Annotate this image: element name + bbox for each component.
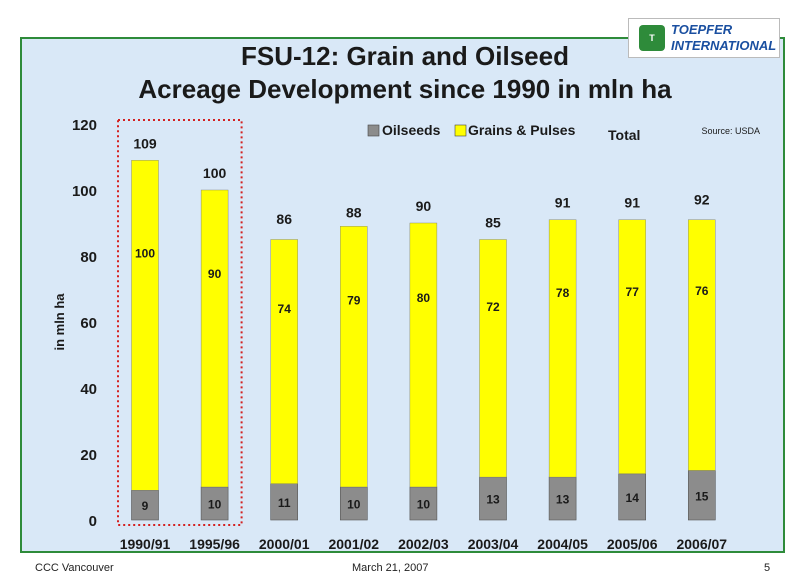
bar-grains-pulses: [479, 239, 507, 478]
grains-value-label: 90: [208, 267, 222, 281]
y-tick-label: 80: [80, 249, 97, 266]
grains-value-label: 78: [556, 286, 570, 300]
oilseeds-value-label: 11: [278, 496, 291, 510]
logo-line-2: INTERNATIONAL: [671, 38, 777, 53]
bar-grains-pulses: [340, 226, 368, 488]
bar-grains-pulses: [548, 219, 577, 478]
y-tick-label: 120: [72, 117, 97, 134]
x-tick-label: 2004/05: [537, 536, 588, 552]
legend-swatch-grains: [454, 124, 467, 137]
bar-oilseeds: [409, 486, 438, 521]
total-value-label: 86: [276, 211, 292, 227]
bar-oilseeds: [339, 486, 368, 521]
y-tick-label: 40: [80, 381, 97, 398]
oilseeds-value-label: 10: [417, 498, 431, 512]
logo-line-1: TOEPFER: [671, 22, 733, 37]
total-value-label: 91: [624, 195, 640, 211]
total-value-label: 91: [555, 195, 571, 211]
bar-oilseeds: [687, 470, 716, 521]
y-tick-label: 60: [80, 315, 97, 332]
oilseeds-value-label: 14: [626, 491, 640, 505]
legend-swatch-oilseeds: [367, 124, 380, 137]
total-value-label: 88: [346, 205, 362, 221]
x-tick-label: 1995/96: [189, 536, 240, 552]
highlight-box: [117, 119, 243, 526]
bar-oilseeds: [479, 476, 507, 521]
x-tick-label: 2000/01: [259, 536, 310, 552]
legend-label-total: Total: [608, 127, 640, 143]
bar-grains-pulses: [200, 189, 229, 488]
legend-label-oilseeds: Oilseeds: [382, 122, 441, 138]
total-value-label: 109: [133, 135, 157, 151]
y-tick-label: 20: [80, 447, 97, 464]
title-line-1: FSU-12: Grain and Oilseed: [241, 41, 569, 71]
title-line-2: Acreage Development since 1990 in mln ha: [138, 74, 672, 104]
y-axis-label: in mln ha: [52, 293, 67, 351]
source-note: Source: USDA: [701, 126, 760, 136]
bar-oilseeds: [618, 473, 647, 521]
total-value-label: 85: [485, 215, 501, 231]
y-tick-label: 100: [72, 183, 97, 200]
x-tick-label: 2005/06: [607, 536, 658, 552]
y-tick-label: 0: [89, 513, 97, 530]
grains-value-label: 77: [626, 285, 640, 299]
grains-value-label: 100: [135, 247, 155, 261]
logo-text: TOEPFER INTERNATIONAL: [671, 22, 776, 54]
company-logo: T TOEPFER INTERNATIONAL: [628, 18, 780, 58]
grains-value-label: 72: [486, 300, 500, 314]
bar-grains-pulses: [270, 239, 298, 484]
bar-grains-pulses: [131, 160, 159, 491]
x-tick-label: 2001/02: [328, 536, 379, 552]
bar-grains-pulses: [409, 222, 438, 488]
x-tick-label: 2003/04: [468, 536, 519, 552]
total-value-label: 90: [416, 198, 432, 214]
total-value-label: 92: [694, 191, 710, 207]
grains-value-label: 80: [417, 291, 431, 305]
footer-page-number: 5: [764, 562, 771, 574]
footer-location: CCC Vancouver: [35, 562, 114, 574]
legend-label-grains: Grains & Pulses: [468, 122, 576, 138]
grains-value-label: 76: [695, 284, 709, 298]
bar-grains-pulses: [688, 219, 716, 471]
oilseeds-value-label: 9: [142, 499, 149, 513]
grains-value-label: 79: [347, 293, 361, 307]
oilseeds-value-label: 10: [208, 498, 222, 512]
total-value-label: 100: [203, 165, 227, 181]
footer-date: March 21, 2007: [352, 562, 429, 574]
grains-value-label: 74: [278, 302, 292, 316]
oilseeds-value-label: 13: [486, 493, 500, 507]
oilseeds-value-label: 10: [347, 498, 361, 512]
oilseeds-value-label: 15: [695, 489, 709, 503]
logo-emblem-icon: T: [639, 25, 665, 51]
x-tick-label: 2006/07: [676, 536, 727, 552]
x-tick-label: 1990/91: [120, 536, 171, 552]
bar-grains-pulses: [618, 219, 646, 475]
x-tick-label: 2002/03: [398, 536, 449, 552]
bar-oilseeds: [270, 483, 299, 521]
slide-title: FSU-12: Grain and Oilseed Acreage Develo…: [60, 40, 750, 106]
oilseeds-value-label: 13: [556, 493, 570, 507]
